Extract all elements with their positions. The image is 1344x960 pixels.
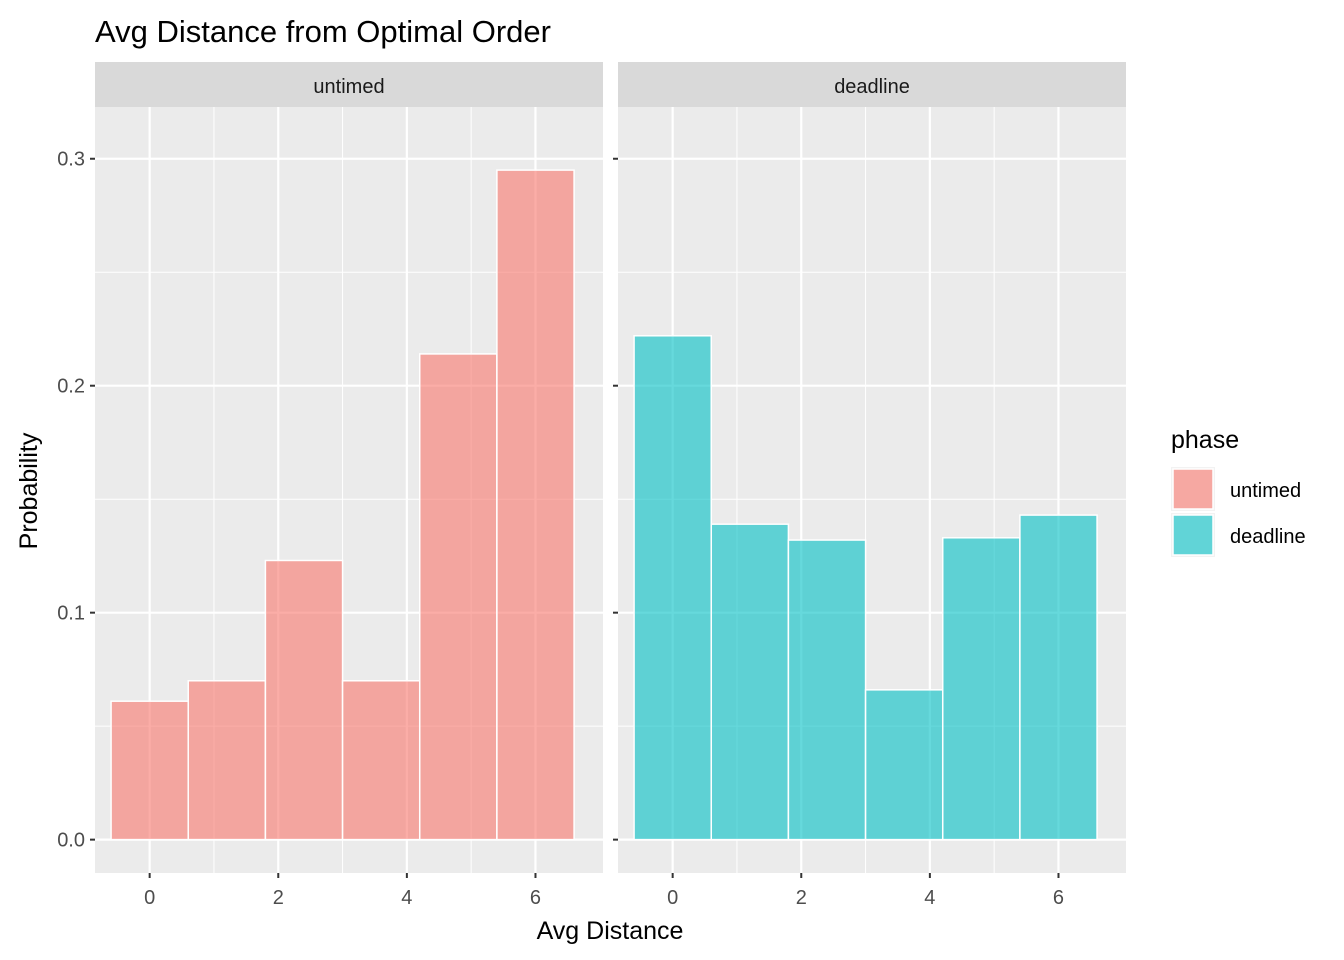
legend-label: untimed <box>1230 480 1301 502</box>
bar <box>496 169 575 841</box>
y-axis-title: Probability <box>15 432 43 549</box>
facet-strip <box>95 62 603 107</box>
bar <box>710 523 790 841</box>
bar <box>187 680 267 841</box>
facet-strip <box>618 62 1126 107</box>
x-tick-label: 6 <box>530 887 541 909</box>
y-tick-label: 0.3 <box>57 149 85 171</box>
bar <box>110 700 189 841</box>
y-tick-label: 0.1 <box>57 603 85 625</box>
x-tick-label: 4 <box>401 887 412 909</box>
legend-label: deadline <box>1230 526 1306 548</box>
bar <box>633 335 712 841</box>
bar <box>341 680 421 841</box>
facet-panel-untimed: untimed 0 2 4 6 0.0 0.1 0.2 0.3 <box>57 62 603 909</box>
x-axis-title: Avg Distance <box>537 917 684 945</box>
bar <box>264 559 344 841</box>
x-tick-label: 0 <box>144 887 155 909</box>
legend-swatch <box>1172 468 1214 510</box>
legend-title: phase <box>1171 426 1239 454</box>
x-tick-label: 6 <box>1053 887 1064 909</box>
facet-strip-label: untimed <box>313 76 384 98</box>
x-tick-label: 2 <box>273 887 284 909</box>
bar <box>1019 514 1098 841</box>
bar <box>941 537 1021 841</box>
legend-items: untimed deadline <box>1171 467 1306 557</box>
chart-title: Avg Distance from Optimal Order <box>95 14 551 49</box>
facet-strip-label: deadline <box>834 76 910 98</box>
y-tick-label: 0.0 <box>57 830 85 852</box>
x-tick-label: 4 <box>924 887 935 909</box>
legend-swatch <box>1172 514 1214 556</box>
x-tick-label: 0 <box>667 887 678 909</box>
facet-panels: untimed 0 2 4 6 0.0 0.1 0.2 0.3 deadline 0 2 4 6 <box>57 62 1126 909</box>
bar <box>787 539 867 841</box>
y-tick-label: 0.2 <box>57 376 85 398</box>
facet-panel-deadline: deadline 0 2 4 6 <box>613 62 1126 909</box>
x-tick-label: 2 <box>796 887 807 909</box>
bar <box>864 689 944 841</box>
legend: phase untimed deadline <box>1171 426 1306 557</box>
bar <box>418 353 498 841</box>
